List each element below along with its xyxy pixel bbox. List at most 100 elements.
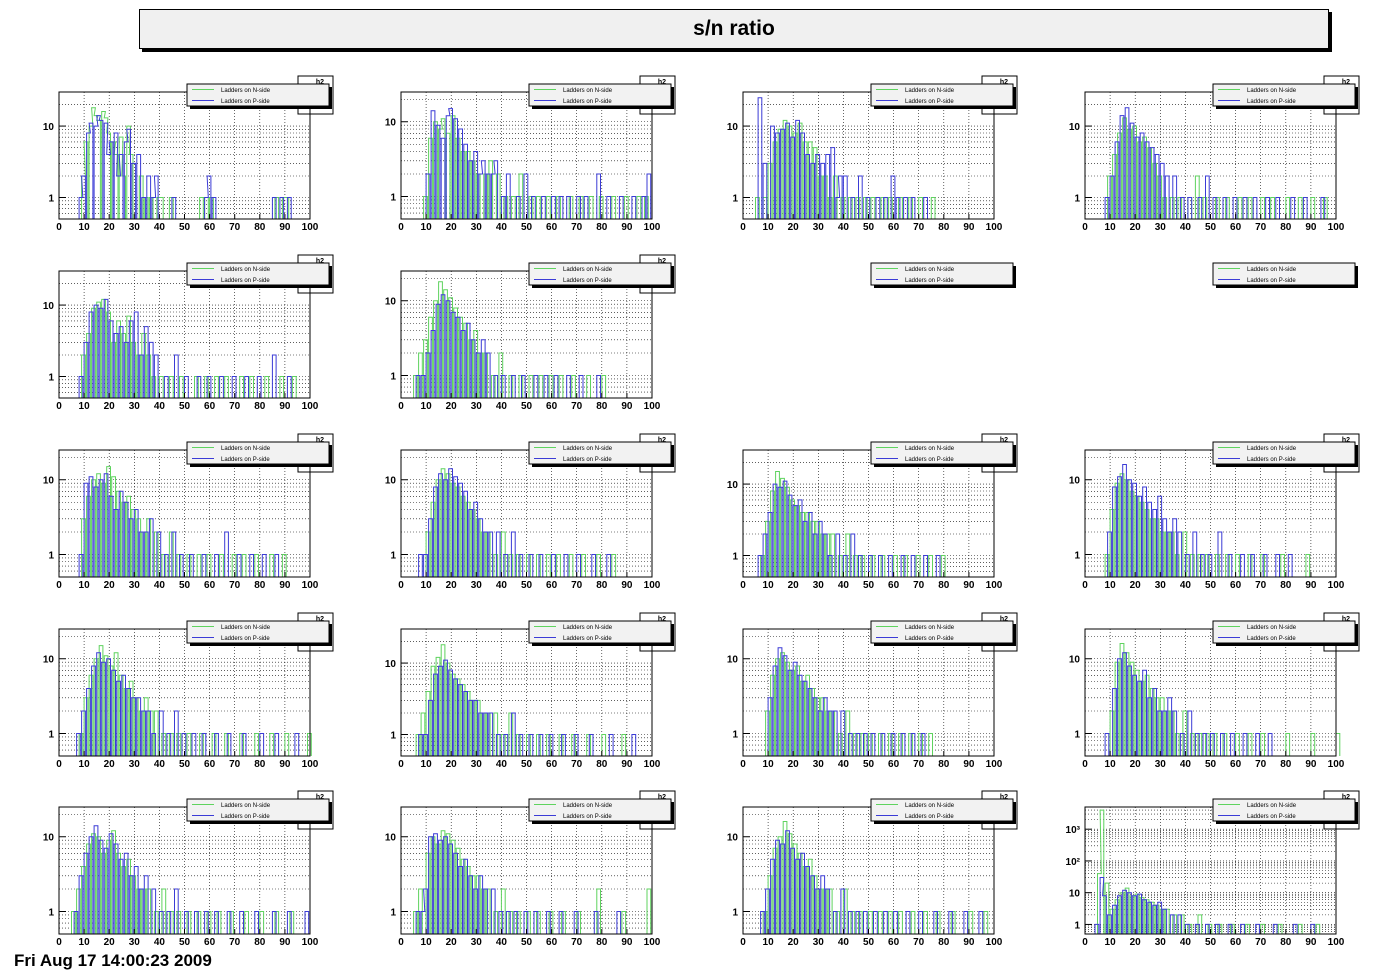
- x-tick-label: 70: [229, 222, 241, 233]
- x-tick-label: 80: [1280, 222, 1292, 233]
- x-tick-label: 0: [740, 580, 746, 591]
- series-p-side: [757, 480, 941, 577]
- legend-label-p-side: Ladders on P-side: [221, 814, 270, 820]
- x-tick-label: 90: [279, 937, 291, 948]
- legend-label-n-side: Ladders on N-side: [905, 267, 955, 273]
- stat-box-label: h2: [316, 79, 324, 86]
- series-n-side: [413, 830, 652, 934]
- x-tick-label: 20: [446, 580, 458, 591]
- x-tick-label: 0: [56, 222, 62, 233]
- legend-box: [186, 620, 330, 644]
- x-tick-label: 40: [1180, 580, 1192, 591]
- series-p-side: [757, 97, 928, 219]
- x-tick-label: 40: [838, 222, 850, 233]
- legend-label-p-side: Ladders on P-side: [563, 278, 612, 284]
- x-tick-label: 90: [1305, 759, 1317, 770]
- x-tick-label: 0: [740, 759, 746, 770]
- x-tick-label: 100: [986, 759, 1003, 770]
- x-tick-label: 0: [740, 937, 746, 948]
- legend-box: [186, 441, 330, 465]
- series-p-side: [1104, 652, 1273, 756]
- x-tick-label: 60: [1230, 222, 1242, 233]
- x-tick-label: 100: [644, 937, 661, 948]
- x-tick-label: 0: [398, 222, 404, 233]
- series-p-side: [418, 468, 612, 577]
- x-tick-label: 70: [913, 759, 925, 770]
- x-tick-label: 40: [154, 580, 166, 591]
- x-tick-label: 20: [788, 580, 800, 591]
- series-n-side: [71, 830, 295, 934]
- x-tick-label: 90: [963, 759, 975, 770]
- x-tick-label: 60: [1230, 759, 1242, 770]
- x-tick-label: 70: [571, 222, 583, 233]
- x-tick-label: 10: [421, 580, 433, 591]
- x-tick-label: 20: [788, 759, 800, 770]
- series-n-side: [760, 471, 946, 577]
- legend-box: [1212, 441, 1356, 465]
- legend-label-n-side: Ladders on N-side: [221, 625, 271, 631]
- legend-label-p-side: Ladders on P-side: [563, 814, 612, 820]
- x-tick-label: 10: [763, 580, 775, 591]
- series-n-side: [1104, 473, 1311, 577]
- x-tick-label: 60: [546, 401, 558, 412]
- legend-box: [186, 83, 330, 107]
- x-tick-label: 50: [1205, 222, 1217, 233]
- x-tick-label: 80: [596, 937, 608, 948]
- stat-box-label: h2: [1342, 437, 1350, 444]
- y-tick-label: 10: [385, 476, 397, 487]
- x-tick-label: 50: [179, 937, 191, 948]
- legend-label-n-side: Ladders on N-side: [1247, 267, 1297, 273]
- series-p-side: [1107, 464, 1293, 577]
- x-tick-label: 70: [229, 401, 241, 412]
- x-tick-label: 10: [1105, 937, 1117, 948]
- y-tick-label: 10: [727, 655, 739, 666]
- x-tick-label: 90: [621, 222, 633, 233]
- x-tick-label: 50: [1205, 759, 1217, 770]
- x-tick-label: 90: [279, 401, 291, 412]
- x-tick-label: 60: [204, 937, 216, 948]
- x-tick-label: 100: [986, 580, 1003, 591]
- series-n-side: [1107, 117, 1328, 219]
- legend-label-n-side: Ladders on N-side: [1247, 446, 1297, 452]
- panel-20: h20 10 20 30 40 50 60 70 80 90 10011010²10³Ladders…: [1066, 790, 1360, 948]
- x-tick-label: 90: [279, 759, 291, 770]
- series-p-side: [425, 108, 652, 219]
- x-tick-label: 30: [471, 401, 483, 412]
- x-tick-label: 50: [179, 759, 191, 770]
- x-tick-label: 10: [763, 759, 775, 770]
- x-tick-label: 40: [1180, 222, 1192, 233]
- legend-label-p-side: Ladders on P-side: [905, 814, 954, 820]
- legend-box: [870, 441, 1014, 465]
- x-tick-label: 80: [938, 580, 950, 591]
- x-tick-label: 0: [1082, 937, 1088, 948]
- y-tick-label: 1: [48, 907, 54, 918]
- x-tick-label: 40: [1180, 759, 1192, 770]
- legend-box: [870, 83, 1014, 107]
- x-tick-label: 0: [740, 222, 746, 233]
- x-tick-label: 70: [571, 401, 583, 412]
- stat-box-label: h2: [658, 258, 666, 265]
- panel-7: Ladders on N-side Ladders on P-side: [870, 262, 1016, 288]
- x-tick-label: 10: [1105, 759, 1117, 770]
- series-n-side: [765, 652, 933, 756]
- x-tick-label: 0: [56, 401, 62, 412]
- x-tick-label: 70: [1255, 222, 1267, 233]
- x-tick-label: 100: [1328, 937, 1345, 948]
- x-tick-label: 80: [938, 937, 950, 948]
- series-p-side: [418, 659, 637, 756]
- x-tick-label: 50: [863, 222, 875, 233]
- x-tick-label: 90: [621, 937, 633, 948]
- legend-box: [186, 262, 330, 286]
- x-tick-label: 100: [986, 937, 1003, 948]
- stat-box-label: h2: [1000, 794, 1008, 801]
- x-tick-label: 90: [621, 759, 633, 770]
- x-tick-label: 60: [204, 580, 216, 591]
- stat-box-label: h2: [658, 437, 666, 444]
